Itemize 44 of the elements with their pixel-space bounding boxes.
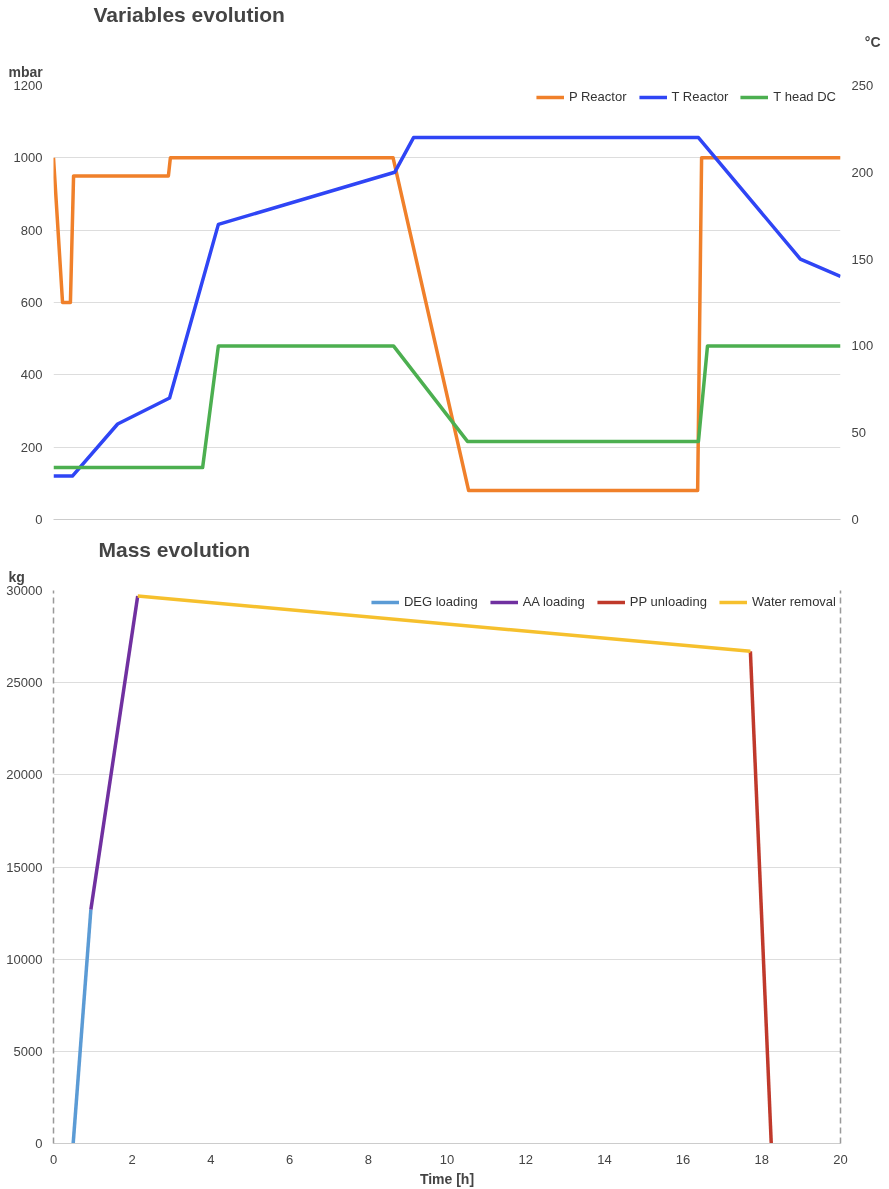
x-axis-title: Time [h] xyxy=(419,1170,475,1187)
y2-tick-label: 50 xyxy=(851,425,866,441)
y-tick-label: 400 xyxy=(20,367,43,383)
y-tick-label: 15000 xyxy=(6,859,43,875)
x-tick-label: 20 xyxy=(833,1151,848,1167)
x-tick-label: 14 xyxy=(597,1151,612,1167)
x-tick-label: 2 xyxy=(128,1151,136,1167)
y2-tick-label: 250 xyxy=(851,78,874,93)
y-tick-label: 1200 xyxy=(13,78,43,93)
legend-label: Water removal xyxy=(751,594,836,609)
y-tick-label: 0 xyxy=(35,1136,43,1151)
legend-label: DEG loading xyxy=(403,594,478,609)
x-tick-label: 8 xyxy=(364,1151,372,1167)
y2-axis-title: °C xyxy=(864,33,881,50)
y-tick-label: 20000 xyxy=(6,767,43,783)
legend-label: P Reactor xyxy=(568,89,627,104)
y-tick-label: 1000 xyxy=(13,150,43,166)
y-tick-label: 10000 xyxy=(6,951,43,967)
legend-label: PP unloading xyxy=(629,594,707,609)
y-tick-label: 30000 xyxy=(6,583,43,598)
y-axis-title: kg xyxy=(8,568,25,585)
y2-tick-label: 150 xyxy=(851,251,874,267)
x-tick-label: 18 xyxy=(754,1151,770,1167)
chart-title: Variables evolution xyxy=(93,2,285,26)
y2-tick-label: 0 xyxy=(851,512,859,527)
x-tick-label: 4 xyxy=(207,1151,215,1167)
y-tick-label: 25000 xyxy=(6,675,43,691)
y-tick-label: 5000 xyxy=(13,1043,43,1059)
legend-label: AA loading xyxy=(522,594,585,609)
chart-title: Mass evolution xyxy=(98,537,251,561)
legend-label: T head DC xyxy=(773,89,836,104)
x-tick-label: 12 xyxy=(518,1151,533,1167)
y2-tick-label: 100 xyxy=(851,338,874,354)
y-tick-label: 0 xyxy=(35,512,43,527)
y2-tick-label: 200 xyxy=(851,164,874,180)
x-tick-label: 0 xyxy=(49,1151,58,1167)
x-tick-label: 10 xyxy=(439,1151,455,1167)
x-tick-label: 6 xyxy=(285,1151,294,1167)
y-axis-title: mbar xyxy=(8,63,44,80)
y-tick-label: 800 xyxy=(20,222,43,238)
legend-label: T Reactor xyxy=(671,89,729,104)
y-tick-label: 600 xyxy=(20,295,43,310)
x-tick-label: 16 xyxy=(675,1151,691,1167)
y-tick-label: 200 xyxy=(20,439,43,455)
